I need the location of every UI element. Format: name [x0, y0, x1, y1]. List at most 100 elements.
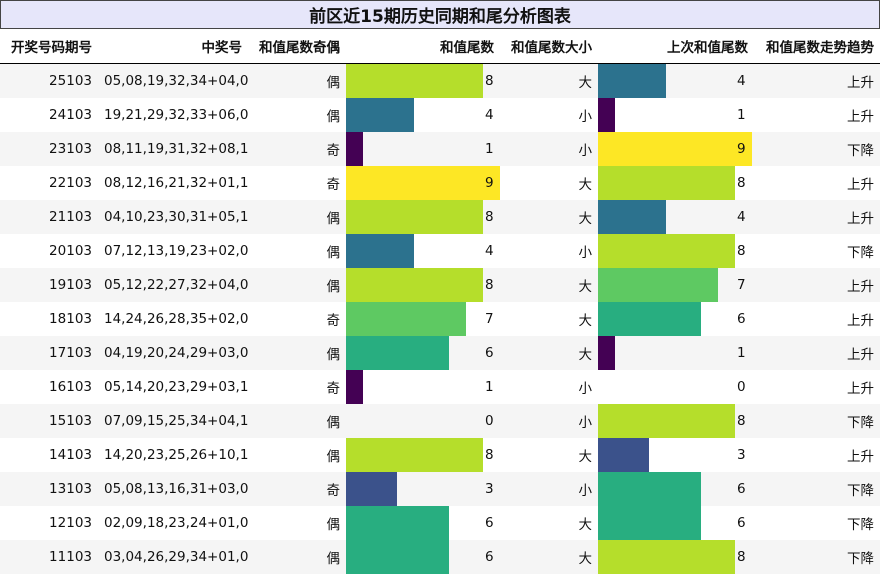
prev-tail-cell: 8 [598, 234, 754, 268]
header-row: 开奖号码期号 中奖号 和值尾数奇偶 和值尾数 和值尾数大小 上次和值尾数 和值尾… [0, 29, 880, 64]
prev-tail-bar [598, 472, 701, 506]
prev-tail-bar [598, 540, 735, 574]
issue-cell: 12103 [0, 506, 98, 540]
numbers-cell: 14,24,26,28,35+02,03 [98, 302, 248, 336]
numbers-cell: 04,10,23,30,31+05,11 [98, 200, 248, 234]
size-cell: 大 [500, 336, 598, 370]
table-row: 22103 08,12,16,21,32+01,12 奇 9 大 8 上升 [0, 166, 880, 200]
size-cell: 大 [500, 302, 598, 336]
size-cell: 大 [500, 268, 598, 302]
prev-tail-cell: 9 [598, 132, 754, 166]
parity-cell: 偶 [248, 506, 346, 540]
header-size: 和值尾数大小 [500, 29, 598, 64]
parity-cell: 奇 [248, 472, 346, 506]
prev-tail-bar [598, 166, 735, 200]
tail-bar [346, 268, 483, 302]
prev-tail-cell: 6 [598, 302, 754, 336]
numbers-cell: 05,12,22,27,32+04,07 [98, 268, 248, 302]
tail-value: 8 [485, 209, 494, 225]
prev-tail-cell: 7 [598, 268, 754, 302]
header-trend: 和值尾数走势趋势 [754, 29, 880, 64]
size-cell: 大 [500, 506, 598, 540]
table-row: 23103 08,11,19,31,32+08,11 奇 1 小 9 下降 [0, 132, 880, 166]
size-cell: 小 [500, 370, 598, 404]
table-row: 13103 05,08,13,16,31+03,09 奇 3 小 6 下降 [0, 472, 880, 506]
tail-value: 7 [485, 311, 494, 327]
tail-cell: 6 [346, 540, 500, 574]
prev-tail-value: 8 [737, 243, 746, 259]
tail-bar [346, 166, 500, 200]
issue-cell: 16103 [0, 370, 98, 404]
parity-cell: 偶 [248, 63, 346, 98]
numbers-cell: 05,08,19,32,34+04,05 [98, 63, 248, 98]
tail-value: 8 [485, 73, 494, 89]
tail-value: 4 [485, 243, 494, 259]
trend-cell: 下降 [754, 540, 880, 574]
tail-bar [346, 336, 449, 370]
table-row: 17103 04,19,20,24,29+03,04 偶 6 大 1 上升 [0, 336, 880, 370]
prev-tail-value: 4 [737, 209, 746, 225]
issue-cell: 24103 [0, 98, 98, 132]
trend-cell: 上升 [754, 370, 880, 404]
trend-cell: 上升 [754, 98, 880, 132]
tail-cell: 8 [346, 268, 500, 302]
size-cell: 大 [500, 438, 598, 472]
numbers-cell: 02,09,18,23,24+01,04 [98, 506, 248, 540]
table-row: 21103 04,10,23,30,31+05,11 偶 8 大 4 上升 [0, 200, 880, 234]
parity-cell: 偶 [248, 438, 346, 472]
tail-value: 1 [485, 379, 494, 395]
issue-cell: 11103 [0, 540, 98, 574]
table-body: 25103 05,08,19,32,34+04,05 偶 8 大 4 上升 24103 19,2… [0, 63, 880, 574]
prev-tail-cell: 6 [598, 506, 754, 540]
prev-tail-cell: 8 [598, 540, 754, 574]
parity-cell: 奇 [248, 302, 346, 336]
prev-tail-value: 6 [737, 515, 746, 531]
parity-cell: 偶 [248, 336, 346, 370]
issue-cell: 15103 [0, 404, 98, 438]
table-row: 20103 07,12,13,19,23+02,08 偶 4 小 8 下降 [0, 234, 880, 268]
issue-cell: 20103 [0, 234, 98, 268]
numbers-cell: 04,19,20,24,29+03,04 [98, 336, 248, 370]
parity-cell: 偶 [248, 540, 346, 574]
prev-tail-value: 9 [737, 141, 746, 157]
header-prev-tail: 上次和值尾数 [598, 29, 754, 64]
trend-cell: 上升 [754, 200, 880, 234]
size-cell: 小 [500, 234, 598, 268]
prev-tail-value: 8 [737, 175, 746, 191]
trend-cell: 上升 [754, 63, 880, 98]
header-issue: 开奖号码期号 [0, 29, 98, 64]
tail-bar [346, 98, 415, 132]
tail-value: 0 [485, 413, 494, 429]
table-row: 24103 19,21,29,32,33+06,08 偶 4 小 1 上升 [0, 98, 880, 132]
issue-cell: 17103 [0, 336, 98, 370]
issue-cell: 22103 [0, 166, 98, 200]
issue-cell: 18103 [0, 302, 98, 336]
prev-tail-bar [598, 200, 667, 234]
tail-cell: 6 [346, 506, 500, 540]
tail-cell: 3 [346, 472, 500, 506]
tail-bar [346, 540, 449, 574]
issue-cell: 21103 [0, 200, 98, 234]
tail-bar [346, 438, 483, 472]
tail-cell: 8 [346, 438, 500, 472]
issue-cell: 23103 [0, 132, 98, 166]
issue-cell: 14103 [0, 438, 98, 472]
parity-cell: 偶 [248, 98, 346, 132]
tail-cell: 1 [346, 132, 500, 166]
tail-cell: 8 [346, 63, 500, 98]
numbers-cell: 08,11,19,31,32+08,11 [98, 132, 248, 166]
tail-cell: 7 [346, 302, 500, 336]
prev-tail-cell: 0 [598, 370, 754, 404]
prev-tail-cell: 8 [598, 404, 754, 438]
tail-cell: 4 [346, 98, 500, 132]
tail-value: 6 [485, 345, 494, 361]
prev-tail-value: 6 [737, 481, 746, 497]
chart-title: 前区近15期历史同期和尾分析图表 [0, 0, 880, 29]
tail-value: 6 [485, 549, 494, 565]
table-row: 14103 14,20,23,25,26+10,12 偶 8 大 3 上升 [0, 438, 880, 472]
size-cell: 大 [500, 200, 598, 234]
header-parity: 和值尾数奇偶 [248, 29, 346, 64]
numbers-cell: 07,09,15,25,34+04,10 [98, 404, 248, 438]
numbers-cell: 19,21,29,32,33+06,08 [98, 98, 248, 132]
prev-tail-bar [598, 438, 650, 472]
